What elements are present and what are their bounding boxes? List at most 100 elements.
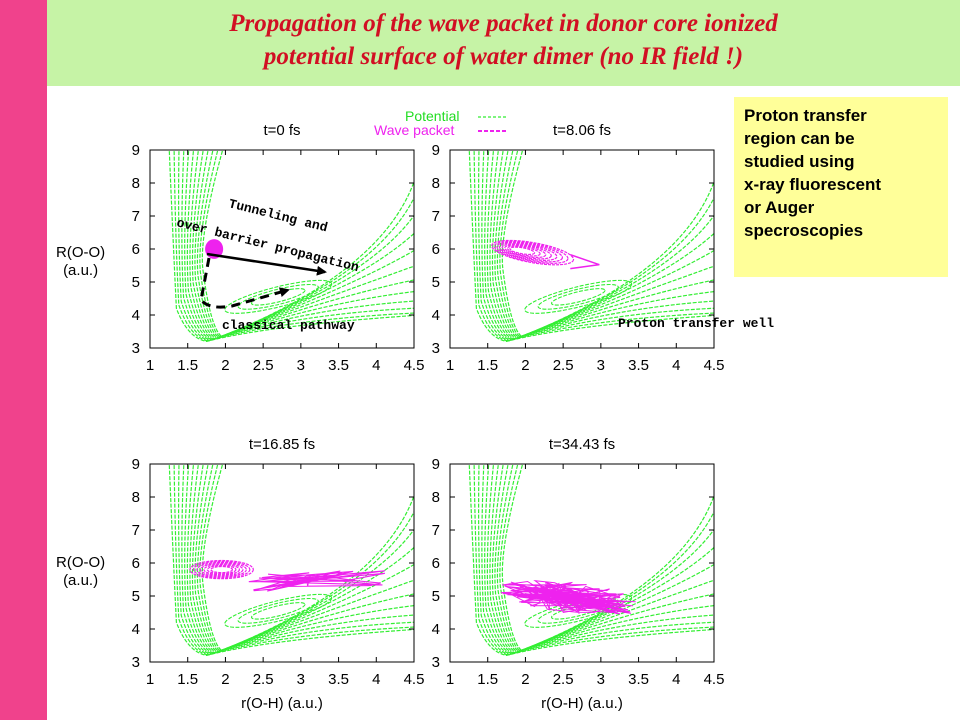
wave-packet-contour: [189, 559, 254, 580]
x-tick-label: 2.5: [553, 357, 574, 374]
x-tick-label: 3: [297, 671, 305, 688]
x-axis-label: r(O-H) (a.u.): [541, 695, 623, 712]
classical-pathway-arrow: [199, 257, 290, 309]
x-tick-label: 3.5: [328, 671, 349, 688]
info-line: or Auger: [744, 198, 815, 217]
potential-contour: [489, 464, 714, 654]
potential-contour: [173, 150, 414, 342]
potential-contour: [199, 150, 414, 338]
y-tick-label: 8: [432, 489, 440, 506]
y-tick-label: 5: [132, 588, 140, 605]
y-tick-label: 4: [432, 307, 440, 324]
x-tick-label: 1.5: [177, 671, 198, 688]
y-axis-label-unit: (a.u.): [63, 262, 99, 279]
potential-contour: [496, 464, 714, 653]
x-tick-label: 2.5: [253, 671, 274, 688]
tunneling-label-line-1: Tunneling and: [227, 196, 329, 235]
potential-contour: [191, 464, 414, 653]
potential-contour: [181, 150, 414, 341]
y-axis-label-unit: (a.u.): [63, 572, 99, 589]
x-tick-label: 4: [672, 357, 680, 374]
y-tick-label: 6: [132, 241, 140, 258]
potential-contour: [489, 150, 714, 340]
x-tick-label: 2: [221, 671, 229, 688]
potential-contour: [486, 464, 714, 654]
wave-packet-contour: [504, 244, 547, 259]
x-tick-label: 4.5: [704, 671, 725, 688]
panel-title: t=0 fs: [263, 122, 300, 139]
wave-packet-contour: [199, 562, 244, 577]
x-tick-label: 1: [446, 357, 454, 374]
x-tick-label: 4: [372, 357, 380, 374]
info-line: specroscopies: [744, 221, 864, 240]
potential-contour: [468, 464, 714, 657]
wave-packet: [500, 580, 636, 615]
potential-contours: [468, 464, 714, 657]
panel-title: t=34.43 fs: [549, 436, 615, 453]
x-tick-label: 1: [446, 671, 454, 688]
legend-wave-packet-label: Wave packet: [374, 122, 455, 138]
potential-contour: [484, 464, 714, 655]
panel-title: t=8.06 fs: [553, 122, 611, 139]
potential-contour: [250, 602, 306, 620]
y-tick-label: 4: [132, 621, 140, 638]
potential-contour: [491, 464, 714, 653]
classical-pathway-label: classical pathway: [222, 318, 355, 333]
potential-contour: [173, 464, 414, 656]
potential-contour: [191, 150, 414, 339]
x-tick-label: 2: [521, 671, 529, 688]
potential-contour: [494, 150, 714, 339]
potential-contour: [181, 464, 414, 655]
x-tick-label: 2.5: [253, 357, 274, 374]
info-line: region can be: [744, 129, 855, 148]
y-tick-label: 3: [432, 340, 440, 357]
potential-contour: [524, 279, 633, 314]
x-tick-label: 1.5: [477, 671, 498, 688]
potential-contour: [199, 464, 414, 652]
wave-packet-tail: [570, 253, 600, 270]
y-tick-label: 8: [132, 489, 140, 506]
panel-title: t=16.85 fs: [249, 436, 315, 453]
wave-packet-spread: [500, 580, 636, 615]
x-tick-label: 4: [672, 671, 680, 688]
potential-contour: [189, 150, 414, 340]
legend: Potential Wave packet: [374, 108, 506, 138]
wave-packet-contour: [196, 561, 247, 578]
y-tick-label: 4: [432, 621, 440, 638]
y-tick-label: 8: [132, 175, 140, 192]
wave-packet-contour: [206, 564, 237, 575]
panel-4: 1 1.5 2 2.5 3 3.5 4 4.5 3 4 5 6 7 8 9 t=34.43 fs r(O-H) …: [432, 436, 725, 712]
x-tick-label: 1.5: [477, 357, 498, 374]
info-line: x-ray fluorescent: [744, 175, 881, 194]
potential-contour: [501, 464, 714, 652]
y-tick-label: 6: [432, 241, 440, 258]
potential-contour: [473, 464, 714, 656]
y-tick-label: 3: [132, 654, 140, 671]
x-tick-label: 2: [521, 357, 529, 374]
wave-packet: [189, 559, 386, 592]
x-axis-label: r(O-H) (a.u.): [241, 695, 323, 712]
x-tick-label: 3: [597, 671, 605, 688]
potential-contour: [194, 150, 414, 339]
y-tick-label: 7: [132, 522, 140, 539]
panels-layer: 1 1.5 2 2.5 3 3.5 4 4.5 3 4 5 6 7 8 9 t=0 fs 1 1.5 2 2.5 3 3.…: [132, 122, 725, 712]
potential-contour: [178, 464, 414, 656]
legend-potential-label: Potential: [405, 108, 459, 124]
title-bar: Propagation of the wave packet in donor …: [47, 0, 960, 86]
wave-packet-contour: [203, 563, 240, 576]
y-tick-label: 9: [432, 456, 440, 473]
slide-title-line-2: potential surface of water dimer (no IR …: [263, 43, 744, 70]
potential-contour: [491, 150, 714, 339]
wave-packet-contour: [210, 565, 234, 574]
x-tick-label: 3: [297, 357, 305, 374]
y-tick-label: 9: [132, 456, 140, 473]
sidebar-accent: [0, 0, 47, 720]
tunneling-arrow: [206, 252, 327, 276]
potential-contour: [196, 464, 414, 653]
potential-contour: [186, 464, 414, 654]
potential-contours: [168, 150, 414, 343]
potential-contour: [468, 150, 714, 343]
potential-contour: [184, 464, 414, 655]
wave-packet-contour: [501, 243, 552, 260]
potential-contour: [196, 150, 414, 339]
